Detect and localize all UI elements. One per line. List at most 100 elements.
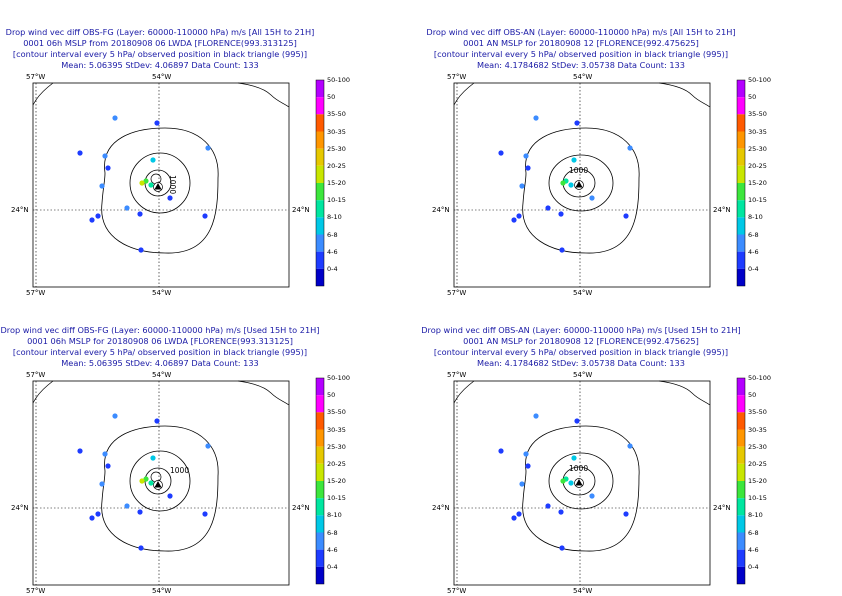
colorbar-swatch [737,165,745,183]
panel-title-line-4: Mean: 5.06395 StDev: 4.06897 Data Count:… [61,358,259,368]
dropsonde-point [112,413,118,419]
dropsonde-point [150,455,156,461]
colorbar-swatch [316,251,324,269]
dropsonde-point [589,195,595,201]
colorbar-frame [315,79,325,287]
colorbar-swatch [737,183,745,201]
dropsonde-point [202,511,208,517]
coastline [32,82,54,106]
panel-title-line-2: 0001 06h MSLP from 20180908 06 LWDA [FLO… [23,38,297,48]
panel-title-line-3: [contour interval every 5 hPa/ observed … [12,49,308,59]
dropsonde-point [533,115,539,121]
dropsonde-point [139,180,145,186]
dropsonde-point [105,165,111,171]
dropsonde-point [137,211,143,217]
dropsonde-point [519,481,525,487]
colorbar-swatch [737,200,745,218]
dropsonde-point [568,182,574,188]
colorbar-swatch [316,217,324,235]
colorbar-label: 35-50 [327,110,346,119]
dropsonde-point [511,515,517,521]
colorbar-label: 0-4 [748,562,759,571]
colorbar-label: 8-10 [327,511,342,520]
colorbar-swatch [737,549,745,567]
map-svg: 1000 [32,377,325,586]
panel-title-line-3: [contour interval every 5 hPa/ observed … [433,49,729,59]
colorbar-swatch [737,148,745,166]
dropsonde-point [150,157,156,163]
dropsonde-point [148,480,154,486]
colorbar-swatch [737,532,745,550]
dropsonde-point [205,145,211,151]
panel-title-line-4: Mean: 4.1784682 StDev: 3.05738 Data Coun… [477,60,685,70]
panel-title-line-3: [contour interval every 5 hPa/ observed … [433,347,729,357]
colorbar-swatch [316,395,324,413]
colorbar-swatch [737,498,745,516]
colorbar-label: 0-4 [748,264,759,273]
dropsonde-point [154,418,160,424]
colorbar-swatch [316,131,324,149]
colorbar-swatch [737,446,745,464]
observed-position-triangle-icon [154,481,162,488]
lon-label-54w-bottom: 54°W [573,587,593,595]
dropsonde-point [138,247,144,253]
colorbar-frame [315,377,325,585]
panel-title-line-1: Drop wind vec diff OBS-AN (Layer: 60000-… [426,27,736,37]
dropsonde-point [124,205,130,211]
colorbar-label: 20-25 [748,459,767,468]
colorbar-label: 30-35 [748,127,767,136]
colorbar-label: 30-35 [327,127,346,136]
colorbar-label: 8-10 [748,511,763,520]
dropsonde-point [89,515,95,521]
colorbar-frame [736,79,746,287]
colorbar-label: 15-20 [327,179,346,187]
dropsonde-point [102,451,108,457]
observed-position-triangle-icon [154,183,162,190]
colorbar-label: 20-25 [327,161,346,170]
dropsonde-point [498,448,504,454]
panel-title-line-2: 0001 AN MSLP for 20180908 12 [FLORENCE(9… [463,38,699,48]
dropsonde-point [143,476,149,482]
colorbar-label: 20-25 [748,161,767,170]
colorbar-label: 6-8 [327,528,338,537]
colorbar-label: 50 [327,93,336,102]
colorbar-label: 6-8 [748,528,759,537]
colorbar-label: 35-50 [748,110,767,119]
lon-label-57w-bottom: 57°W [447,587,467,595]
colorbar-label: 6-8 [748,230,759,239]
isobar-outer [522,425,640,552]
panel-title-line-1: Drop wind vec diff OBS-FG (Layer: 60000-… [5,27,315,37]
dropsonde-point [102,153,108,159]
coastline [453,380,475,404]
dropsonde-point [167,493,173,499]
colorbar-label: 50-100 [327,76,351,84]
dropsonde-point [574,418,580,424]
dropsonde-point [148,182,154,188]
colorbar-swatch [316,378,324,396]
colorbar-swatch [316,80,324,98]
lon-label-57w-top: 57°W [26,371,46,379]
lon-label-54w-top: 54°W [152,371,172,379]
dropsonde-point [77,448,83,454]
panel-title-line-2: 0001 06h MSLP for 20180908 06 LWDA [FLOR… [27,336,293,346]
colorbar-label: 25-30 [327,442,346,451]
colorbar-frame [736,377,746,585]
colorbar-label: 50 [327,391,336,400]
colorbar-label: 25-30 [327,144,346,153]
lat-label-24n-right: 24°N [292,504,310,512]
lat-label-24n-left: 24°N [11,206,29,214]
dropsonde-point [143,178,149,184]
lon-label-54w-top: 54°W [152,73,172,81]
panel-title-line-4: Mean: 5.06395 StDev: 4.06897 Data Count:… [61,60,259,70]
colorbar-label: 8-10 [327,213,342,222]
colorbar-label: 50 [748,391,757,400]
dropsonde-point [511,217,517,223]
colorbar-swatch [737,481,745,499]
lat-label-24n-left: 24°N [432,206,450,214]
isobar-outer [101,425,219,552]
dropsonde-point [124,503,130,509]
panel-title-line-1: Drop wind vec diff OBS-AN (Layer: 60000-… [421,325,741,335]
lon-label-54w-bottom: 54°W [152,289,172,297]
dropsonde-point [523,451,529,457]
lon-label-54w-bottom: 54°W [573,289,593,297]
